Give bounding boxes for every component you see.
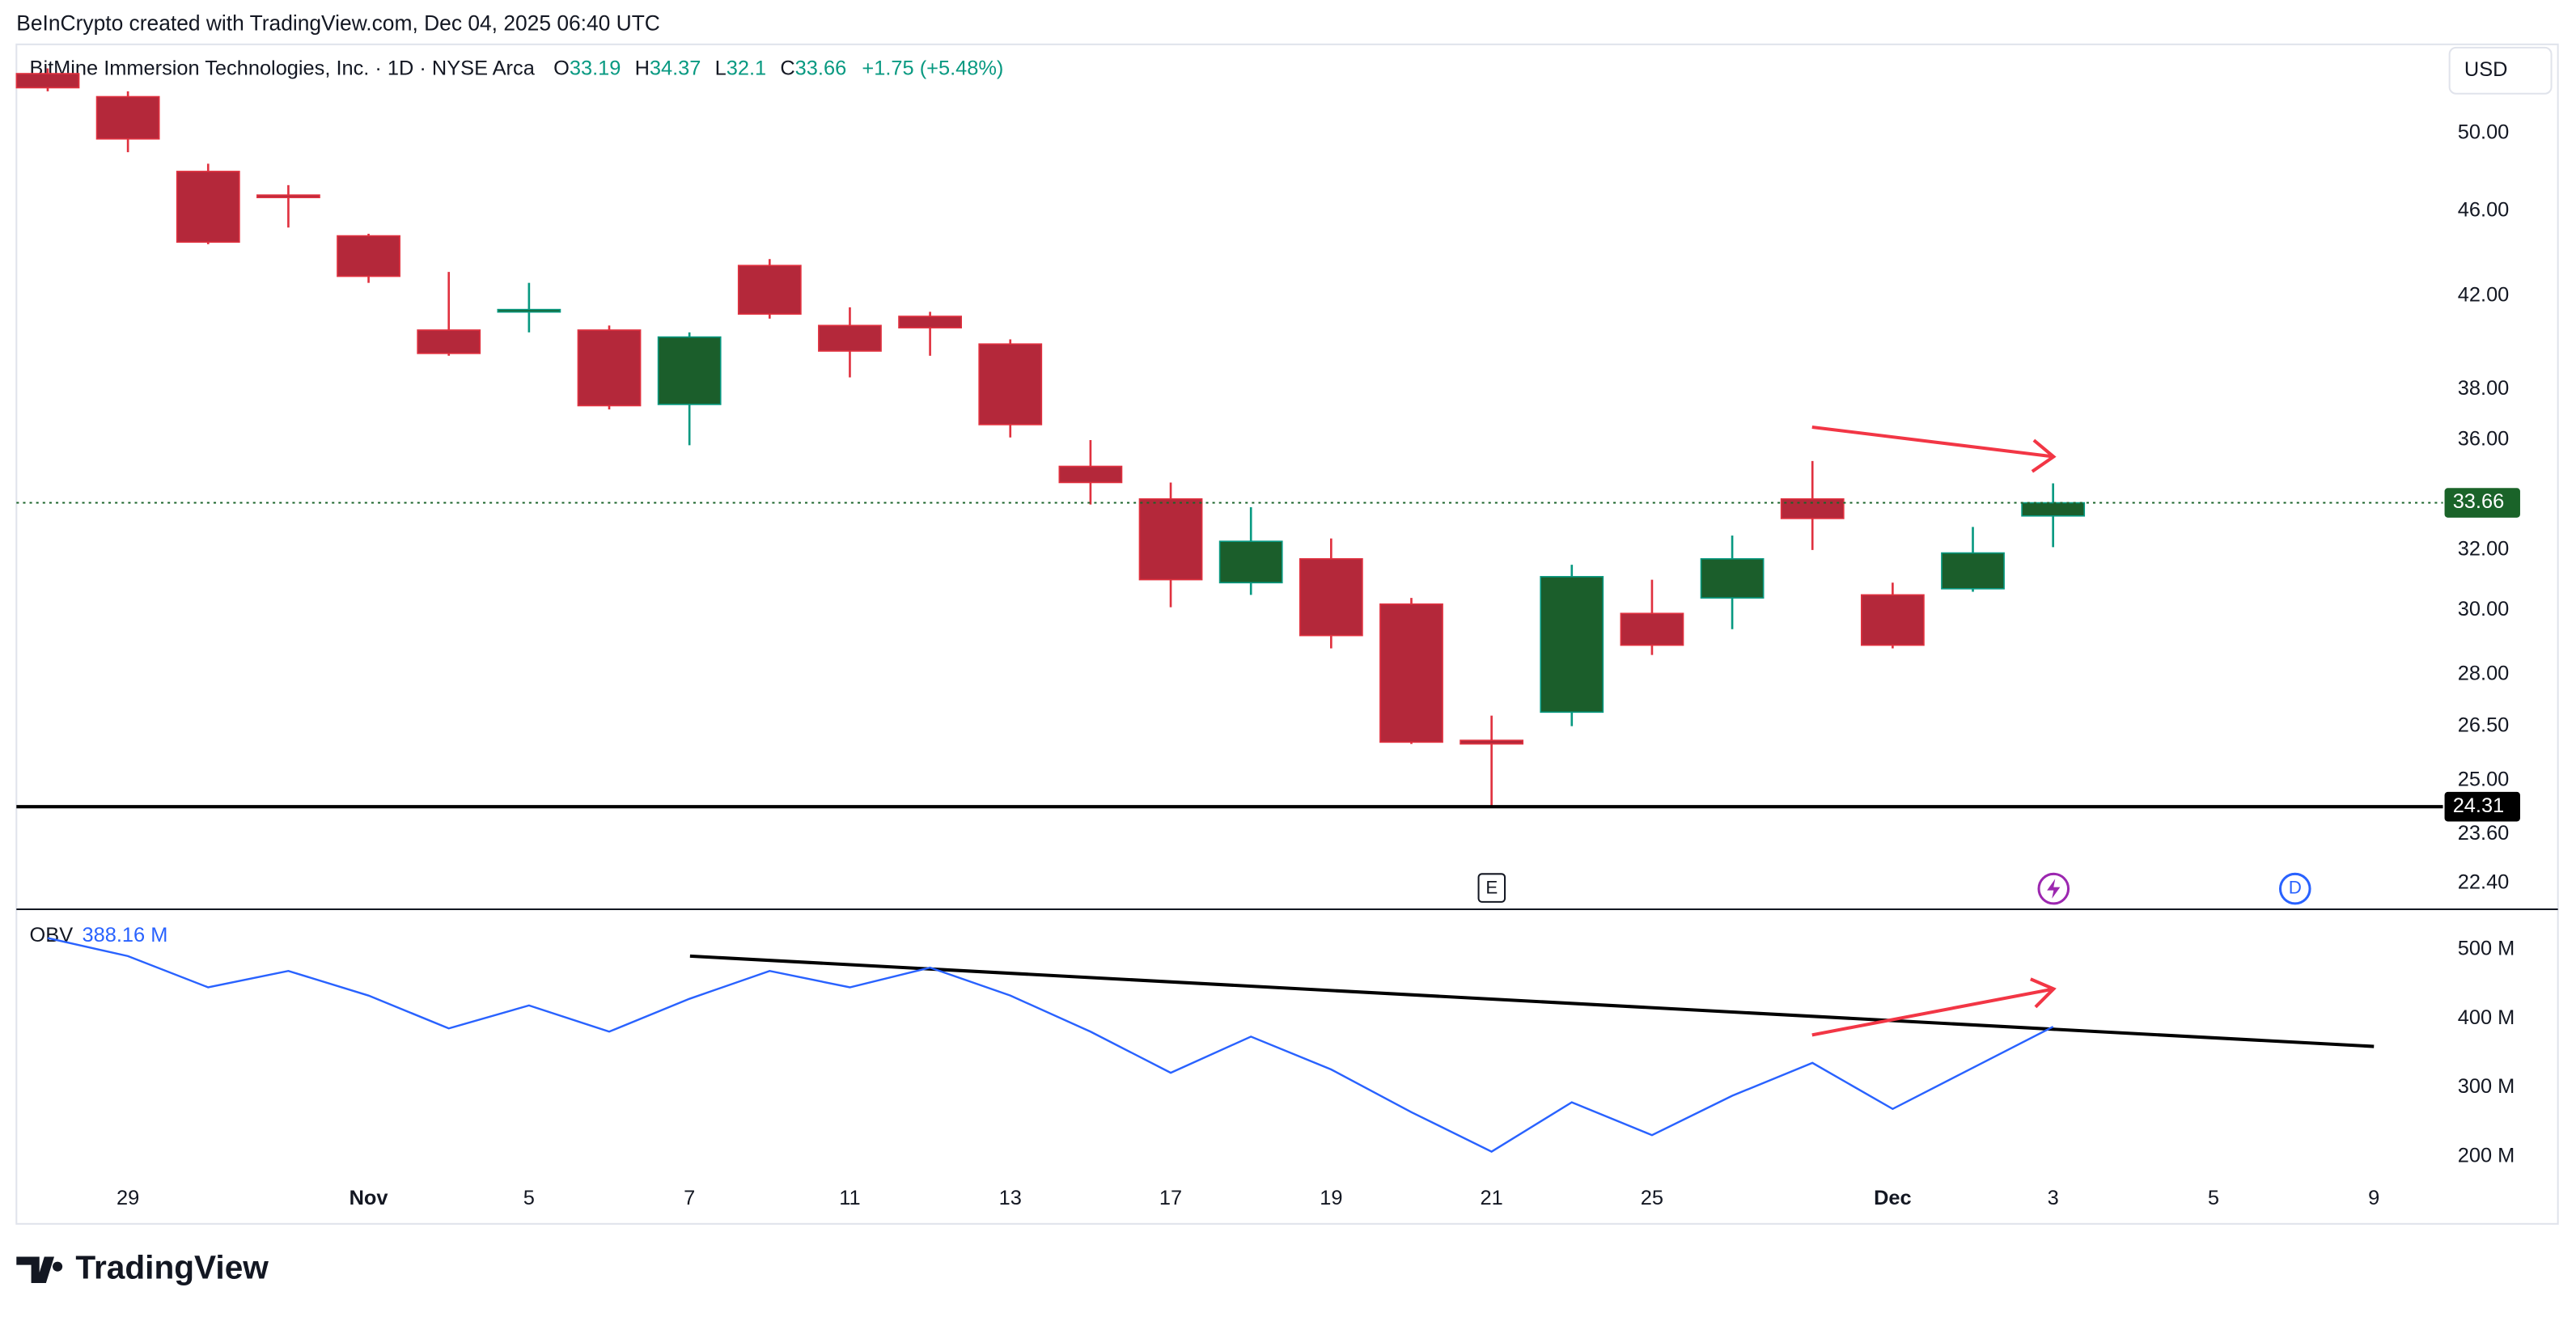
currency[interactable]: USD	[2464, 58, 2508, 81]
candle-body	[818, 324, 882, 352]
candle-body	[1460, 739, 1524, 745]
x-tick-label: 25	[1641, 1187, 1663, 1209]
candle-body	[1540, 576, 1604, 714]
y-tick-label: 38.00	[2458, 377, 2509, 400]
brand: TradingView	[75, 1248, 269, 1285]
x-tick-label: 11	[839, 1187, 860, 1209]
candle-body	[1218, 540, 1283, 584]
x-tick-label: 13	[999, 1187, 1022, 1209]
arrow	[1811, 977, 2057, 1037]
x-tick-label: 29	[117, 1187, 139, 1209]
trend-line	[689, 954, 2375, 1048]
readout-label: L	[715, 57, 727, 79]
x-tick-label: Dec	[1874, 1187, 1912, 1209]
y-tick-label: 400 M	[2458, 1006, 2515, 1029]
x-tick-label: 3	[2048, 1187, 2059, 1209]
candle-body	[417, 329, 481, 354]
chart-frame	[15, 43, 2559, 1225]
readout-value: 34.37	[650, 57, 701, 79]
candle-body	[1700, 557, 1765, 599]
readout-label: C	[780, 57, 794, 79]
event-label[interactable]: D	[2289, 878, 2302, 898]
x-tick-label: 5	[523, 1187, 535, 1209]
y-tick-label: 30.00	[2458, 598, 2509, 620]
y-tick-label: 42.00	[2458, 284, 2509, 307]
candle-body	[737, 265, 802, 315]
candle-body	[1138, 498, 1203, 581]
candle-body	[95, 95, 160, 140]
brand-logo	[16, 1256, 63, 1283]
candle-body	[15, 73, 80, 89]
y-tick-label: 22.40	[2458, 870, 2509, 893]
candle-body	[1058, 465, 1123, 484]
support-label: 24.31	[2453, 794, 2504, 817]
candle-body	[176, 171, 240, 243]
candle-body	[1620, 612, 1684, 646]
candle-body	[497, 308, 561, 313]
x-tick-label: 21	[1481, 1187, 1503, 1209]
y-tick-label: 500 M	[2458, 937, 2515, 959]
y-tick-label: 26.50	[2458, 714, 2509, 736]
candle-body	[1860, 594, 1925, 646]
candle-body	[256, 194, 320, 198]
y-tick-label: 25.00	[2458, 769, 2509, 791]
chart-title: BitMine Immersion Technologies, Inc. · 1…	[30, 57, 1004, 79]
event-label[interactable]: E	[1485, 878, 1498, 898]
candle-body	[2021, 502, 2086, 517]
readout-value: 32.1	[727, 57, 766, 79]
x-tick-label: 19	[1320, 1187, 1342, 1209]
x-tick-label: 7	[684, 1187, 695, 1209]
y-tick-label: 36.00	[2458, 428, 2509, 451]
candle-body	[1379, 603, 1443, 743]
x-tick-label: Nov	[350, 1187, 388, 1209]
x-tick-label: 9	[2368, 1187, 2379, 1209]
support-box	[2444, 791, 2520, 822]
readout-label: O	[553, 57, 570, 79]
candle-body	[898, 315, 962, 328]
arrow	[1811, 425, 2057, 473]
last-price-label: 33.66	[2453, 490, 2504, 513]
indicator-value: 388.16 M	[83, 924, 168, 946]
y-tick-label: 200 M	[2458, 1144, 2515, 1167]
readout-label: H	[635, 57, 650, 79]
event-marker[interactable]	[1477, 873, 1506, 903]
readout-value: 33.66	[795, 57, 846, 79]
candle-body	[577, 329, 642, 407]
x-tick-label: 17	[1159, 1187, 1182, 1209]
y-tick-label: 23.60	[2458, 822, 2509, 845]
lightning-icon	[2047, 879, 2061, 899]
readout-value: 33.19	[570, 57, 621, 79]
y-tick-label: 300 M	[2458, 1075, 2515, 1098]
x-tick-label: 5	[2208, 1187, 2219, 1209]
attribution: BeInCrypto created with TradingView.com,…	[16, 11, 660, 35]
symbol-title: BitMine Immersion Technologies, Inc. · 1…	[30, 57, 536, 79]
candle-body	[1299, 557, 1363, 637]
change-readout: +1.75 (+5.48%)	[862, 57, 1003, 79]
y-tick-label: 46.00	[2458, 199, 2509, 222]
y-tick-label: 50.00	[2458, 121, 2509, 143]
last-price-box	[2444, 488, 2520, 518]
candle-body	[657, 336, 722, 405]
currency-button[interactable]	[2448, 46, 2553, 95]
candle-body	[1780, 498, 1845, 519]
candle-body	[337, 235, 400, 277]
y-tick-label: 28.00	[2458, 663, 2509, 685]
event-marker[interactable]	[2278, 872, 2311, 905]
y-tick-label: 32.00	[2458, 538, 2509, 561]
candle-body	[978, 343, 1043, 426]
obv-line	[47, 937, 2054, 1153]
candle-body	[1941, 552, 2005, 590]
